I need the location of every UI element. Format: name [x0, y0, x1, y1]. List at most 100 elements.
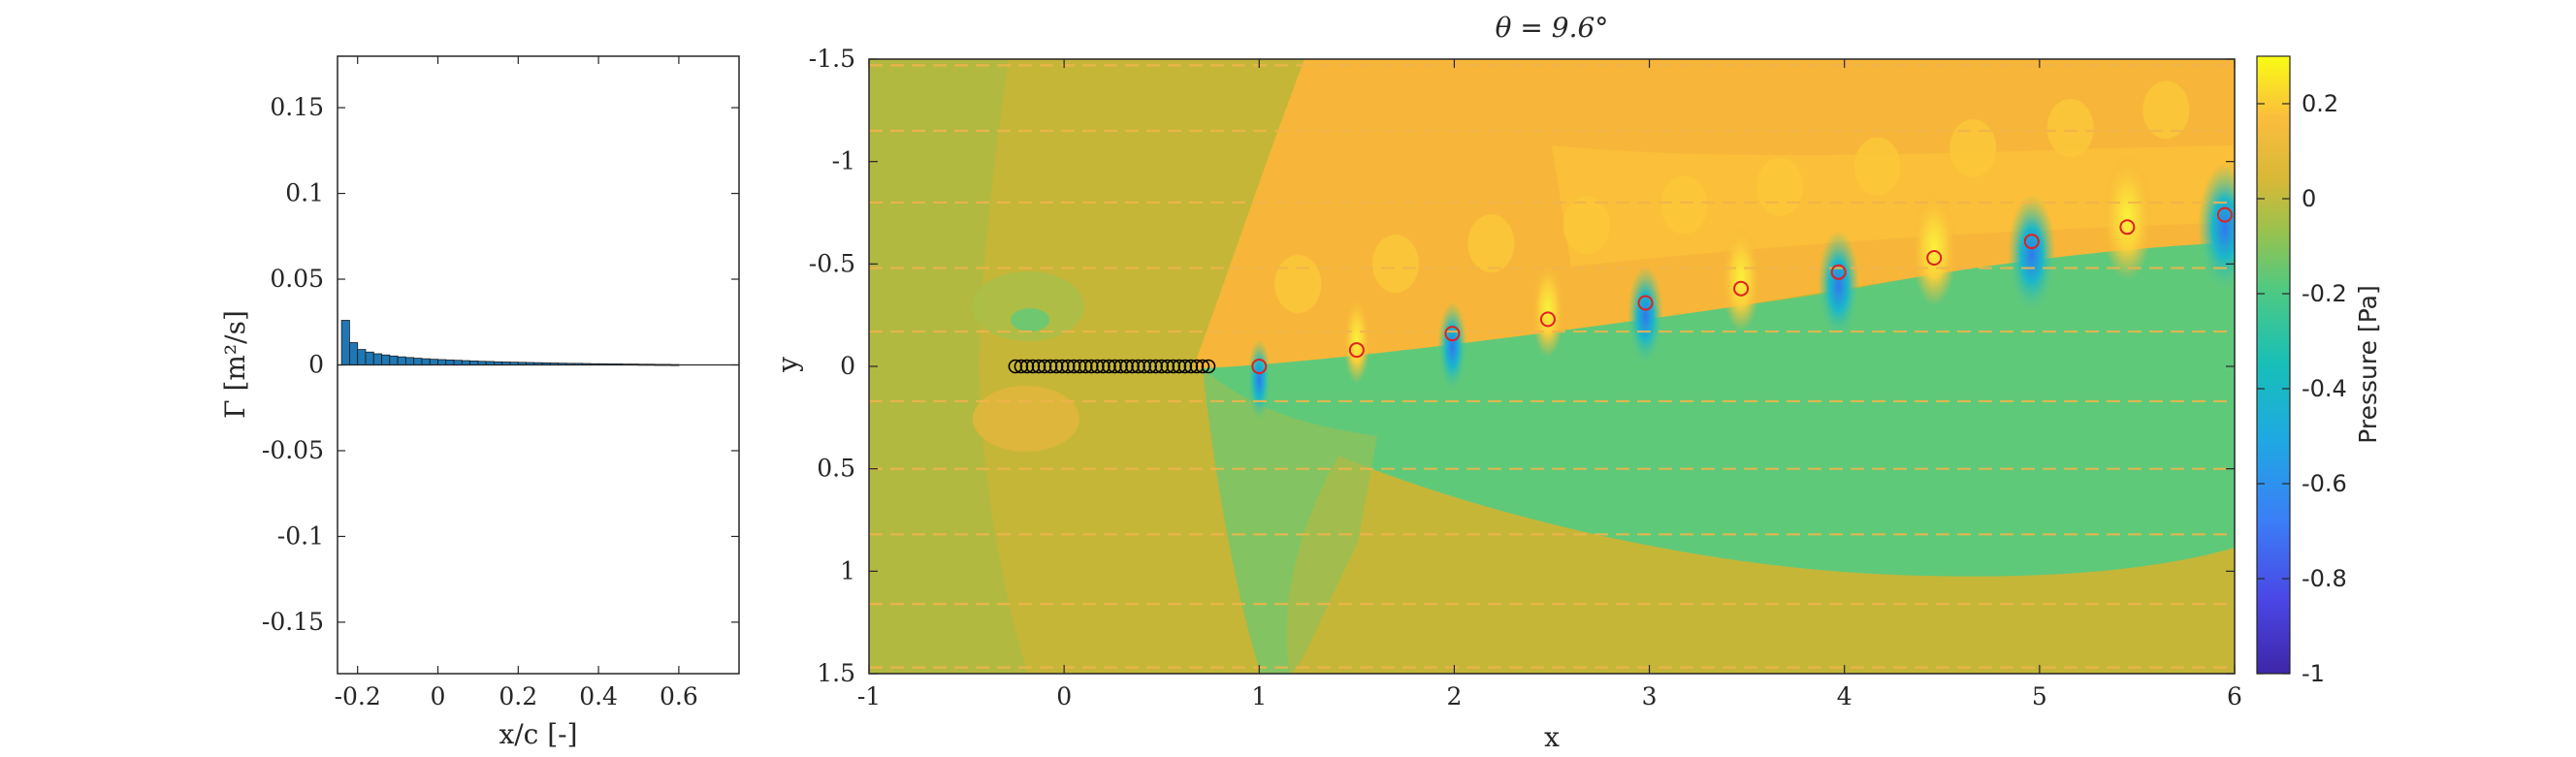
negative-vortex-spike	[2197, 163, 2235, 294]
panel-point	[1108, 359, 1122, 374]
colorbar-label: Pressure [Pa]	[2354, 285, 2382, 443]
contour-title: θ = 9.6°	[1496, 12, 1609, 44]
left-axis-ticks: -0.2 0 0.2 0.4 0.6 0.15 0.1 0.05 0 -0.05 -0.1 -0.15	[262, 56, 739, 710]
right-y-tick-label: -1.5	[809, 45, 855, 73]
wake-vortex-marker	[1830, 264, 1847, 280]
upper-crest	[1756, 157, 1804, 216]
right-x-tick-label: 5	[2032, 682, 2047, 710]
upper-crest	[1949, 118, 1997, 177]
wake-vortex-marker	[1348, 342, 1365, 359]
wake-vortex-marker	[2023, 234, 2040, 250]
dashed-streaklines	[869, 64, 2235, 669]
wake-vortex-marker	[2216, 206, 2233, 223]
right-y-axis-label: y	[772, 357, 804, 373]
right-x-tick-label: -1	[857, 682, 881, 710]
left-x-tick-label: 0.6	[660, 682, 698, 710]
panel-point	[1154, 359, 1170, 374]
panel-point	[1113, 359, 1128, 374]
circulation-bar	[453, 360, 463, 365]
panel-point	[1166, 359, 1181, 374]
lower-pressure-blob	[973, 386, 1079, 452]
panel-point	[1148, 359, 1163, 374]
wake-vortex-marker	[1926, 249, 1943, 266]
right-y-tick-label: 0.5	[817, 455, 855, 483]
panel-point	[1172, 359, 1187, 374]
transition-region	[1203, 368, 1377, 674]
upper-crest	[1371, 235, 1419, 294]
circulation-bar	[381, 354, 391, 365]
colorbar-tick-label: -0.4	[2302, 375, 2347, 402]
panel-point	[1043, 359, 1058, 374]
wake-vortex-blobs	[1247, 80, 2235, 421]
left-y-tick-label: 0	[308, 351, 324, 379]
upper-crest	[1660, 175, 1708, 235]
right-y-tick-label: -0.5	[809, 249, 855, 277]
upper-suction-core	[1011, 308, 1049, 331]
negative-vortex-spike	[1437, 301, 1467, 394]
panel-point	[1090, 359, 1105, 374]
positive-vortex-spike	[1343, 297, 1370, 384]
right-x-tick-label: 6	[2227, 682, 2242, 710]
circulation-bar	[429, 359, 438, 365]
panel-point	[1019, 359, 1035, 374]
panel-point	[1054, 359, 1070, 374]
wake-vortex-marker	[1444, 326, 1461, 342]
colorbar-gradient	[2256, 55, 2291, 675]
panel-point	[1031, 359, 1046, 374]
panel-point	[1177, 359, 1193, 374]
panel-point	[1131, 359, 1145, 374]
panel-point	[1096, 359, 1111, 374]
positive-vortex-spike	[1912, 190, 1957, 306]
colorbar: 0.2 0 -0.2 -0.4 -0.6 -0.8 -1 Pressure [Pa]	[2256, 55, 2382, 687]
contour-field	[869, 59, 2235, 674]
wake-vortex-marker	[1637, 295, 1654, 311]
right-y-tick-label: 1	[840, 556, 855, 584]
left-x-tick-label: -0.2	[335, 682, 381, 710]
panel-point	[1084, 359, 1099, 374]
left-y-tick-label: 0.1	[285, 179, 324, 207]
circulation-bar	[404, 357, 415, 365]
circulation-bar	[437, 359, 447, 365]
wake-vortex-marker	[1539, 311, 1556, 328]
wake-vortex-marker	[2119, 219, 2136, 236]
colorbar-ticks: 0.2 0 -0.2 -0.4 -0.6 -0.8 -1	[2257, 90, 2347, 687]
circulation-bar	[372, 353, 382, 365]
left-x-tick-label: 0.4	[579, 682, 618, 710]
panel-point	[1060, 359, 1076, 374]
right-x-axis-label: x	[1544, 721, 1560, 753]
panel-point	[1014, 359, 1029, 374]
circulation-bar	[349, 342, 359, 365]
wake-vortex-markers	[1251, 206, 2233, 374]
upper-yellow-band	[1552, 145, 2235, 267]
right-axis-ticks: -1 0 1 2 3 4 5 6 -1.5 -1 -0.5 0 0.5 1 1.5	[809, 45, 2242, 710]
right-y-tick-label: -1	[832, 147, 855, 175]
panel-point	[1183, 359, 1199, 374]
circulation-chart: -0.2 0 0.2 0.4 0.6 0.15 0.1 0.05 0 -0.05 -0.1 -0.15…	[219, 55, 740, 750]
upper-suction-blob	[972, 271, 1084, 341]
left-y-tick-label: 0.15	[270, 93, 324, 121]
circulation-bar	[397, 356, 406, 365]
panel-point	[1048, 359, 1064, 374]
right-x-tick-label: 4	[1837, 682, 1852, 710]
negative-vortex-spike	[1247, 339, 1272, 421]
upper-crest	[1853, 137, 1901, 196]
upper-crest	[1562, 196, 1610, 255]
colorbar-tick-label: -0.8	[2302, 565, 2347, 592]
colorbar-tick-label: 0	[2302, 185, 2316, 212]
panel-point	[1025, 359, 1041, 374]
panel-point	[1160, 359, 1175, 374]
circulation-bar	[421, 358, 431, 365]
colorbar-tick-label: -1	[2302, 660, 2325, 687]
circulation-bar	[340, 320, 350, 365]
left-x-tick-label: 0	[431, 682, 446, 710]
left-y-tick-label: 0.05	[270, 265, 324, 293]
positive-vortex-spike	[1531, 261, 1564, 358]
panel-point	[1072, 359, 1087, 374]
circulation-bar	[357, 349, 367, 365]
colorbar-tick-label: -0.2	[2302, 280, 2347, 307]
circulation-bar	[469, 361, 479, 365]
wake-vortex-marker	[1251, 359, 1268, 374]
panel-point	[1008, 359, 1023, 374]
circulation-bar	[445, 359, 455, 365]
